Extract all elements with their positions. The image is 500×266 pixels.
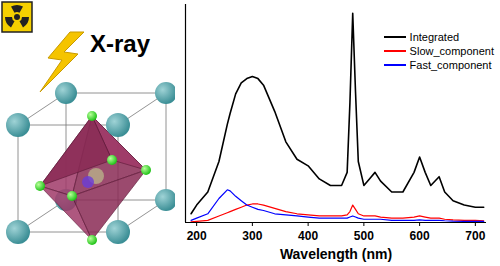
svg-text:400: 400 <box>298 229 318 243</box>
html-text:Slow_component: Slow_component <box>409 45 494 57</box>
svg-text:600: 600 <box>410 229 430 243</box>
svg-text:500: 500 <box>354 229 374 243</box>
svg-text:300: 300 <box>242 229 262 243</box>
svg-text:700: 700 <box>465 229 485 243</box>
svg-text:X-ray: X-ray <box>90 30 151 57</box>
html-text:Fast_component: Fast_component <box>409 59 492 71</box>
html-text:Integrated: Integrated <box>409 31 460 43</box>
svg-text:Wavelength (nm): Wavelength (nm) <box>280 246 392 262</box>
svg-text:200: 200 <box>187 229 207 243</box>
